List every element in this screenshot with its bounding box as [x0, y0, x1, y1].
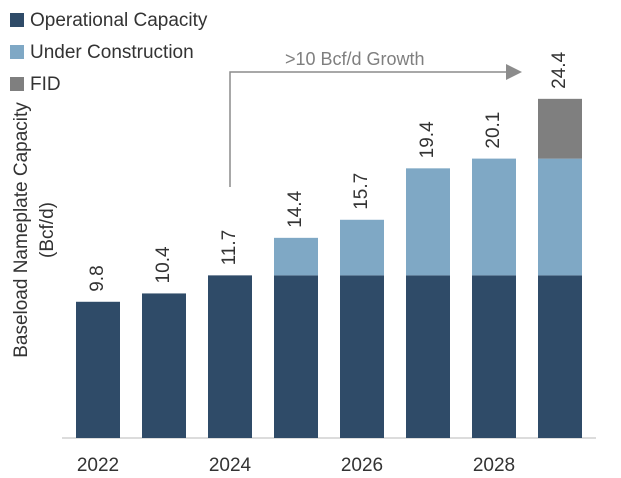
- total-label: 24.4: [549, 51, 570, 88]
- x-tick-label: 2028: [473, 455, 515, 476]
- bar-segment: [208, 275, 252, 438]
- legend-label: Under Construction: [30, 42, 194, 63]
- total-label: 19.4: [417, 121, 438, 158]
- x-tick-label: 2026: [341, 455, 383, 476]
- bar-segment: [538, 158, 582, 276]
- legend-label: FID: [30, 74, 61, 95]
- y-axis-label: Baseload Nameplate Capacity: [11, 102, 32, 358]
- total-label: 15.7: [351, 173, 372, 210]
- bar-segment: [340, 275, 384, 438]
- y-axis-label: (Bcf/d): [37, 202, 58, 258]
- legend-label: Operational Capacity: [30, 10, 208, 31]
- arrow-head: [506, 64, 522, 80]
- total-label: 20.1: [483, 112, 504, 149]
- total-label: 10.4: [153, 246, 174, 283]
- bar-segment: [76, 301, 120, 438]
- bar-segment: [472, 158, 516, 276]
- growth-arrow: [229, 71, 508, 187]
- bar-segment: [538, 98, 582, 159]
- total-label: 11.7: [219, 230, 240, 266]
- legend-swatch: [10, 77, 24, 91]
- bar-segment: [538, 275, 582, 438]
- legend-swatch: [10, 45, 24, 59]
- bar-segment: [274, 275, 318, 438]
- x-tick-label: 2024: [209, 455, 252, 476]
- bar-segment: [472, 275, 516, 438]
- x-tick-label: 2022: [77, 455, 119, 476]
- bar-segment: [406, 168, 450, 276]
- total-label: 9.8: [87, 265, 108, 291]
- bar-segment: [340, 219, 384, 276]
- bar-segment: [142, 293, 186, 438]
- annotation: >10 Bcf/d Growth: [285, 49, 425, 69]
- bar-segment: [274, 237, 318, 276]
- total-label: 14.4: [285, 190, 306, 227]
- bar-segment: [406, 275, 450, 438]
- legend-swatch: [10, 13, 24, 27]
